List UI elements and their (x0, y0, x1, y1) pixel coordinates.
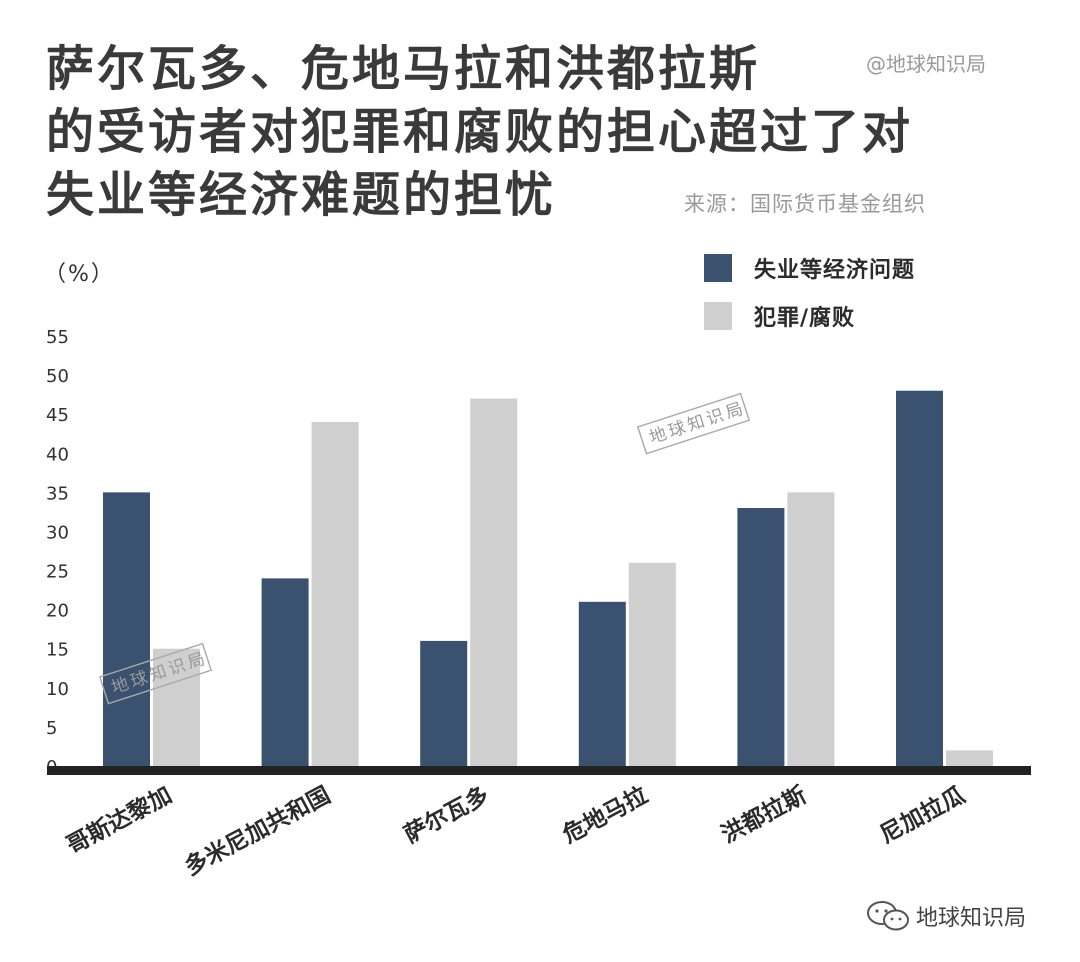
y-tick-label: 30 (46, 522, 69, 543)
bar-economy (261, 578, 309, 766)
y-tick-label: 45 (46, 405, 69, 426)
legend-swatch-economy (704, 254, 732, 282)
y-tick-label: 20 (46, 601, 69, 622)
title-line-2: 的受访者对犯罪和腐败的担心超过了对 (46, 104, 914, 160)
bar-crime (470, 398, 518, 766)
x-tick-label: 萨尔瓦多 (400, 781, 494, 848)
x-tick-label: 哥斯达黎加 (62, 781, 176, 859)
footer-brand: 地球知识局 (866, 900, 1026, 932)
legend-item-crime: 犯罪/腐败 (704, 301, 915, 331)
legend: 失业等经济问题 犯罪/腐败 (704, 253, 915, 349)
bar-economy (103, 492, 150, 766)
y-tick-label: 40 (46, 444, 69, 465)
bar-crime (787, 492, 835, 766)
bar-crime (311, 422, 359, 766)
footer-brand-label: 地球知识局 (916, 906, 1027, 931)
y-tick-label: 25 (46, 562, 69, 583)
bar-crime (153, 648, 200, 766)
legend-item-economy: 失业等经济问题 (704, 253, 915, 283)
watermark-upper-frame (636, 392, 751, 455)
watermark-upper: 地球知识局 (636, 392, 751, 455)
x-axis-baseline (47, 766, 1031, 775)
y-tick-label: 15 (46, 640, 69, 661)
y-tick-label: 10 (46, 679, 69, 700)
title-line-3: 失业等经济难题的担忧 (46, 167, 557, 223)
y-tick-label: 50 (46, 366, 69, 387)
y-tick-label: 35 (46, 483, 69, 504)
y-tick-label: 55 (46, 327, 69, 348)
legend-swatch-crime (704, 302, 732, 330)
account-handle: @地球知识局 (866, 52, 986, 76)
y-axis-unit: （%） (44, 262, 115, 287)
x-tick-label: 危地马拉 (558, 781, 652, 848)
chart-title: 萨尔瓦多、危地马拉和洪都拉斯 的受访者对犯罪和腐败的担心超过了对 失业等经济难题… (46, 38, 914, 227)
y-tick-label: 5 (46, 718, 57, 739)
legend-label-economy: 失业等经济问题 (754, 258, 916, 283)
source-note: 来源：国际货币基金组织 (684, 192, 926, 216)
title-line-1: 萨尔瓦多、危地马拉和洪都拉斯 (46, 41, 761, 97)
watermark-lower-frame (98, 642, 213, 705)
wechat-icon (867, 901, 909, 931)
bar-crime (628, 562, 676, 766)
watermark-upper-text: 地球知识局 (647, 398, 748, 448)
x-tick-label: 尼加拉瓜 (875, 781, 969, 848)
bar-economy (578, 601, 626, 766)
bar-economy (420, 640, 468, 766)
x-tick-label: 多米尼加共和国 (180, 781, 335, 880)
bar-economy (896, 390, 943, 766)
x-tick-label: 洪都拉斯 (717, 781, 811, 848)
bar-crime (946, 750, 993, 766)
bar-economy (737, 508, 785, 766)
legend-label-crime: 犯罪/腐败 (754, 306, 856, 331)
